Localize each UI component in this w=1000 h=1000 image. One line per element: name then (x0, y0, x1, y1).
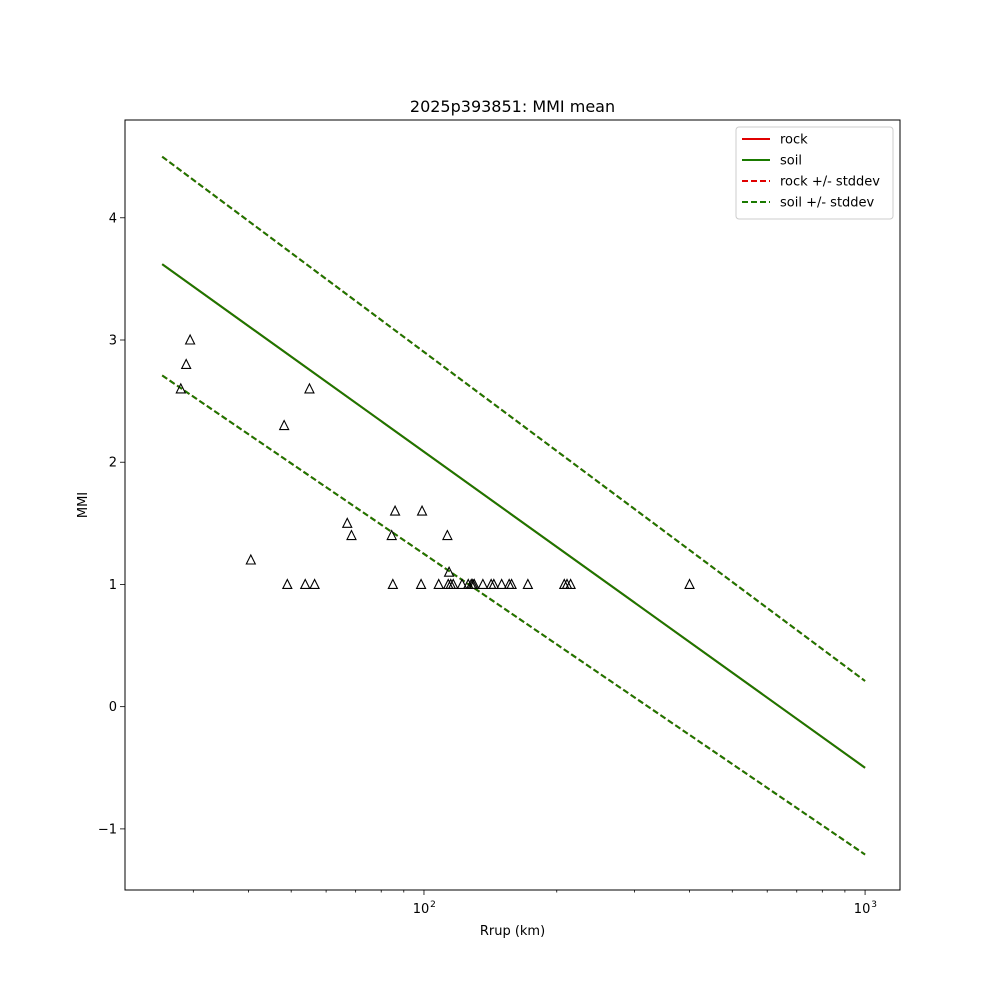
observation-point (565, 578, 576, 589)
y-axis-label: MMI (76, 492, 91, 518)
observation-point (245, 553, 257, 565)
legend-label-soil-stddev: soil +/- stddev (780, 196, 875, 211)
series-line-lower-soil-stddev (161, 374, 866, 856)
x-axis-label: Rrup (km) (480, 924, 545, 939)
y-tick-label: 0 (109, 700, 117, 715)
y-tick-label: 3 (109, 334, 117, 349)
x-tick-label: 10 (413, 902, 430, 917)
observation-point (443, 565, 455, 577)
x-tick-exponent: 2 (430, 900, 436, 910)
observation-point (304, 382, 315, 394)
observation-point (522, 578, 534, 589)
y-tick-label: 4 (109, 211, 117, 226)
x-tick-label: 10 (854, 902, 871, 917)
y-tick-label: 2 (109, 456, 117, 471)
observation-point (433, 578, 445, 589)
observation-point (456, 578, 468, 589)
series-layer (161, 155, 866, 856)
observation-point (346, 529, 357, 541)
observation-point (389, 504, 401, 516)
observation-point (468, 578, 480, 589)
observation-point (309, 578, 320, 589)
observation-point (386, 529, 398, 541)
observation-point (299, 578, 311, 589)
legend-label-rock-stddev: rock +/- stddev (780, 175, 880, 190)
y-tick-label: 1 (109, 578, 117, 593)
y-tick-label: −1 (98, 822, 117, 837)
legend-label-rock: rock (780, 133, 808, 148)
observation-point (684, 578, 695, 589)
observation-point (281, 578, 293, 589)
observation-point (180, 358, 192, 369)
observation-point (447, 578, 459, 589)
chart-title: 2025p393851: MMI mean (410, 97, 615, 116)
observation-point (415, 578, 427, 589)
observation-point (184, 333, 196, 345)
observation-point (488, 578, 500, 589)
y-axis: −1 0 1 2 3 4 (98, 211, 125, 837)
observation-point (341, 517, 353, 528)
legend-box (735, 126, 894, 220)
observation-point (477, 578, 489, 589)
series-line-soil-stddev (161, 155, 866, 682)
observation-point (506, 578, 517, 589)
observation-point (387, 578, 399, 589)
legend: rock soil rock +/- stddev soil +/- stddev (735, 126, 894, 220)
observation-point (278, 419, 290, 431)
observation-points (175, 333, 695, 589)
observation-point (441, 529, 453, 541)
x-axis: 10 2 10 3 (192, 890, 877, 917)
x-tick-exponent: 3 (871, 900, 877, 910)
observation-point (175, 382, 187, 394)
observation-point (496, 578, 508, 589)
legend-label-soil: soil (780, 154, 802, 169)
plot-area (125, 120, 900, 890)
plot-border (124, 119, 901, 891)
series-line-soil (161, 263, 866, 769)
observation-point (416, 504, 428, 516)
